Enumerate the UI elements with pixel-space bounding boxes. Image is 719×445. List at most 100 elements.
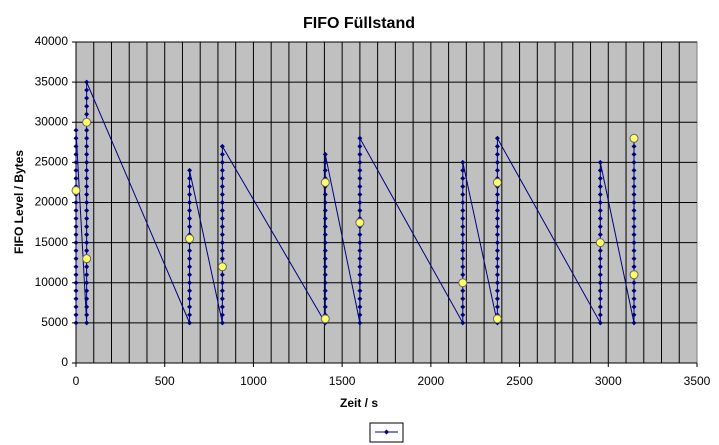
marker bbox=[597, 288, 603, 294]
marker bbox=[84, 224, 90, 230]
marker bbox=[357, 280, 363, 286]
marker bbox=[322, 200, 328, 205]
marker bbox=[494, 216, 500, 222]
marker bbox=[187, 272, 193, 278]
marker bbox=[219, 304, 225, 310]
marker bbox=[322, 216, 328, 222]
marker bbox=[631, 151, 637, 157]
marker bbox=[597, 183, 603, 189]
marker bbox=[73, 175, 79, 181]
marker bbox=[322, 248, 328, 254]
marker bbox=[84, 208, 90, 214]
marker bbox=[322, 296, 328, 302]
marker bbox=[187, 175, 193, 181]
y-tick-label: 30000 bbox=[35, 114, 69, 128]
marker bbox=[494, 288, 500, 294]
marker bbox=[460, 208, 466, 214]
marker bbox=[187, 248, 193, 254]
marker bbox=[84, 111, 90, 117]
marker bbox=[219, 143, 225, 149]
marker bbox=[219, 312, 225, 318]
marker bbox=[219, 272, 225, 278]
marker bbox=[219, 232, 225, 238]
marker bbox=[84, 191, 90, 197]
marker bbox=[631, 232, 637, 238]
marker bbox=[494, 208, 500, 214]
marker bbox=[219, 175, 225, 181]
marker bbox=[631, 167, 637, 173]
x-tick-label: 3000 bbox=[595, 374, 622, 388]
highlight-marker bbox=[320, 314, 330, 324]
highlight-marker bbox=[71, 185, 81, 195]
marker bbox=[631, 264, 637, 270]
y-tick-label: 35000 bbox=[35, 74, 69, 88]
marker bbox=[73, 272, 79, 278]
x-tick-label: 1000 bbox=[240, 374, 267, 388]
marker bbox=[494, 280, 500, 286]
marker bbox=[322, 151, 328, 157]
marker bbox=[597, 208, 603, 214]
marker bbox=[357, 264, 363, 270]
marker bbox=[357, 191, 363, 197]
marker bbox=[494, 256, 500, 262]
y-tick-label: 25000 bbox=[35, 155, 69, 169]
marker bbox=[187, 312, 193, 318]
marker bbox=[357, 256, 363, 262]
marker bbox=[357, 288, 363, 294]
marker bbox=[357, 167, 363, 173]
marker bbox=[597, 248, 603, 254]
marker bbox=[73, 200, 79, 205]
marker bbox=[219, 191, 225, 197]
marker bbox=[73, 167, 79, 173]
marker bbox=[219, 183, 225, 189]
marker bbox=[460, 248, 466, 254]
marker bbox=[597, 256, 603, 262]
x-axis-label: Zeit / s bbox=[340, 396, 378, 410]
legend-marker bbox=[384, 429, 389, 435]
marker bbox=[631, 216, 637, 222]
marker bbox=[631, 208, 637, 214]
marker bbox=[357, 159, 363, 165]
marker bbox=[219, 151, 225, 157]
marker bbox=[84, 312, 90, 318]
marker bbox=[84, 159, 90, 165]
marker bbox=[597, 320, 603, 326]
highlight-marker bbox=[320, 177, 330, 187]
marker bbox=[460, 183, 466, 189]
marker bbox=[631, 288, 637, 294]
marker bbox=[84, 248, 90, 254]
marker bbox=[494, 264, 500, 270]
highlight-marker bbox=[82, 117, 92, 127]
marker bbox=[73, 320, 79, 326]
x-tick-label: 1500 bbox=[329, 374, 356, 388]
highlight-marker bbox=[355, 218, 365, 228]
marker bbox=[494, 248, 500, 254]
marker bbox=[73, 216, 79, 222]
marker bbox=[597, 216, 603, 222]
marker bbox=[219, 159, 225, 165]
marker bbox=[460, 200, 466, 205]
marker bbox=[357, 183, 363, 189]
chart-title: FIFO Füllstand bbox=[303, 15, 415, 32]
highlight-marker bbox=[595, 238, 605, 248]
marker bbox=[187, 224, 193, 230]
marker bbox=[460, 272, 466, 278]
marker bbox=[631, 191, 637, 197]
marker bbox=[460, 224, 466, 230]
marker bbox=[460, 320, 466, 326]
marker bbox=[494, 143, 500, 149]
marker bbox=[322, 167, 328, 173]
marker bbox=[73, 304, 79, 310]
marker bbox=[322, 159, 328, 165]
x-tick-label: 3500 bbox=[684, 374, 711, 388]
marker bbox=[460, 191, 466, 197]
marker bbox=[597, 159, 603, 165]
marker bbox=[219, 288, 225, 294]
marker bbox=[494, 135, 500, 141]
marker bbox=[84, 183, 90, 189]
marker bbox=[84, 320, 90, 326]
marker bbox=[84, 127, 90, 133]
marker bbox=[84, 264, 90, 270]
marker bbox=[597, 272, 603, 278]
